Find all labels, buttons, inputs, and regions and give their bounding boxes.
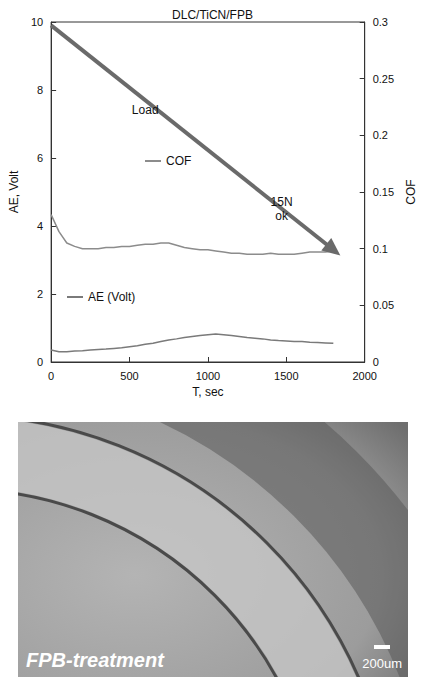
svg-text:AE, Volt: AE, Volt [7, 170, 21, 213]
svg-text:1500: 1500 [274, 370, 298, 382]
svg-text:0.1: 0.1 [373, 243, 388, 255]
svg-text:6: 6 [37, 152, 43, 164]
svg-text:FPB-treatment: FPB-treatment [26, 649, 165, 671]
svg-text:COF: COF [166, 154, 191, 168]
svg-text:AE (Volt): AE (Volt) [88, 290, 135, 304]
svg-text:ok: ok [275, 209, 289, 223]
svg-text:10: 10 [31, 16, 43, 28]
svg-text:0.3: 0.3 [373, 16, 388, 28]
svg-text:200um: 200um [362, 656, 402, 671]
svg-text:0.2: 0.2 [373, 129, 388, 141]
svg-text:15N: 15N [271, 195, 293, 209]
svg-text:4: 4 [37, 220, 43, 232]
svg-text:0: 0 [373, 356, 379, 368]
svg-text:2: 2 [37, 288, 43, 300]
svg-text:500: 500 [120, 370, 138, 382]
svg-text:8: 8 [37, 84, 43, 96]
svg-text:0: 0 [37, 356, 43, 368]
svg-text:T, sec: T, sec [192, 385, 223, 399]
svg-text:2000: 2000 [352, 370, 376, 382]
svg-text:COF: COF [404, 179, 418, 204]
svg-text:1000: 1000 [196, 370, 220, 382]
svg-text:0: 0 [48, 370, 54, 382]
svg-text:0.05: 0.05 [373, 299, 394, 311]
svg-text:0.15: 0.15 [373, 186, 394, 198]
svg-text:DLC/TiCN/FPB: DLC/TiCN/FPB [172, 8, 253, 22]
svg-text:0.25: 0.25 [373, 73, 394, 85]
svg-text:Load: Load [132, 103, 159, 117]
